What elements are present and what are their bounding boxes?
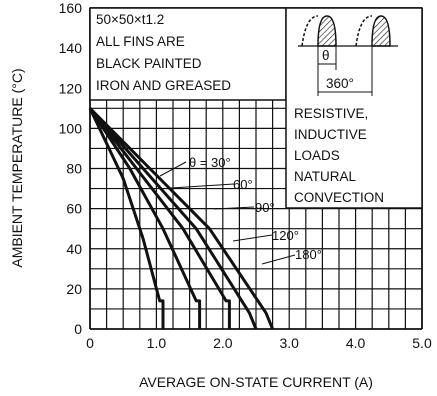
note-left-line-3: BLACK PAINTED [96, 56, 202, 71]
curve-label-180: 180° [295, 247, 322, 262]
y-tick-label: 0 [74, 321, 82, 337]
x-tick-label: 2.0 [213, 335, 233, 351]
x-tick-label: 3.0 [279, 335, 299, 351]
note-right-line-5: CONVECTION [294, 190, 384, 205]
x-tick-label: 5.0 [412, 335, 432, 351]
note-right-line-3: LOADS [294, 148, 340, 163]
curve-label-60: 60° [233, 177, 253, 192]
waveform-diagram: θ 360° [298, 15, 398, 96]
theta-label: θ [322, 48, 330, 63]
x-tick-label: 4.0 [346, 335, 366, 351]
curve-label-30: θ = 30° [189, 155, 231, 170]
series-line-1 [88, 107, 165, 329]
x-tick-label: 1.0 [147, 335, 167, 351]
y-axis-label: AMBIENT TEMPERATURE (°C) [9, 68, 25, 267]
period-label: 360° [326, 76, 354, 91]
curve-leader-4 [232, 234, 273, 242]
note-right-line-2: INDUCTIVE [294, 127, 367, 142]
y-tick-label: 80 [66, 161, 82, 177]
note-right-line-4: NATURAL [294, 169, 357, 184]
ticks: 0 1.0 2.0 3.0 4.0 5.0 0 20 40 60 80 100 120 140 160 [59, 0, 432, 351]
series-line-3 [88, 107, 231, 329]
series-line-5 [88, 107, 274, 330]
curve-label-90: 90° [255, 200, 275, 215]
series-line-2 [88, 107, 202, 329]
leader-lines [159, 161, 296, 265]
curve-label-120: 120° [272, 228, 299, 243]
y-tick-label: 20 [66, 281, 82, 297]
x-axis-label: AVERAGE ON-STATE CURRENT (A) [139, 374, 373, 390]
note-right-line-1: RESISTIVE, [294, 106, 368, 121]
y-tick-label: 120 [59, 80, 83, 96]
curve-leader-2 [170, 183, 235, 189]
y-tick-label: 60 [66, 201, 82, 217]
x-tick-label: 0 [86, 335, 94, 351]
note-left-line-4: IRON AND GREASED [96, 78, 231, 93]
curve-leader-3 [213, 206, 255, 210]
note-box-right [285, 7, 423, 209]
y-tick-label: 100 [59, 120, 83, 136]
curves [88, 107, 274, 330]
curve-leader-5 [261, 254, 296, 265]
y-tick-label: 40 [66, 241, 82, 257]
y-tick-label: 140 [59, 40, 83, 56]
note-left-line-2: ALL FINS ARE [96, 34, 185, 49]
note-left-line-1: 50×50×t1.2 [96, 12, 164, 27]
curve-leader-1 [159, 161, 187, 177]
y-tick-label: 160 [59, 0, 83, 16]
series-line-4 [88, 107, 258, 330]
